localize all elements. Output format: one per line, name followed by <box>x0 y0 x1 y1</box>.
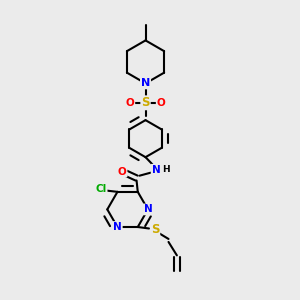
Text: O: O <box>118 167 127 176</box>
Text: S: S <box>151 223 159 236</box>
Text: N: N <box>113 222 122 232</box>
Text: H: H <box>162 165 169 174</box>
Text: Cl: Cl <box>95 184 107 194</box>
Text: N: N <box>152 165 160 175</box>
Text: O: O <box>157 98 165 108</box>
Text: S: S <box>141 96 150 109</box>
Text: O: O <box>126 98 134 108</box>
Text: N: N <box>141 78 150 88</box>
Text: N: N <box>143 204 152 214</box>
